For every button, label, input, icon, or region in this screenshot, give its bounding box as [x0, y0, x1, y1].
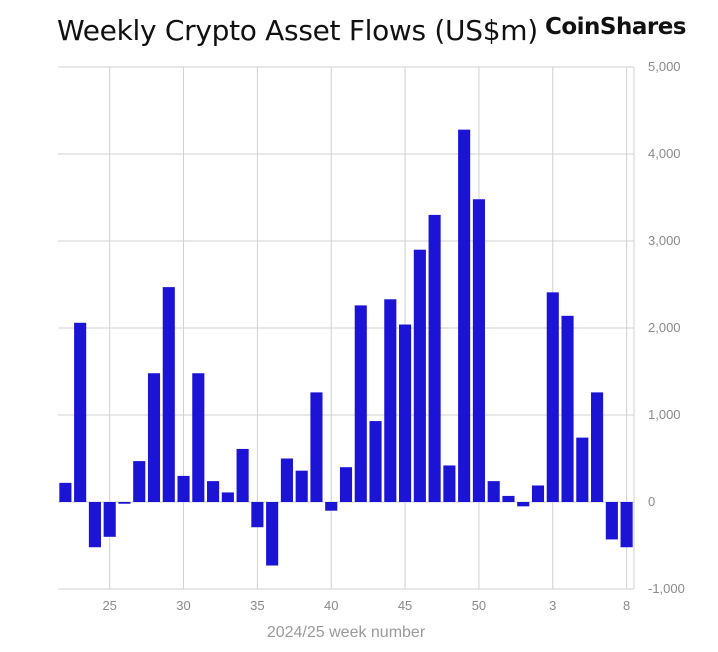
bar-week-41 [339, 467, 353, 502]
bar-week-25 [103, 502, 116, 537]
bar-week-50 [472, 199, 485, 503]
y-tick-label: 0 [648, 494, 655, 509]
brand-logo: CoinShares [544, 14, 687, 40]
bar-week-37 [280, 458, 293, 502]
chart-title: Weekly Crypto Asset Flows (US$m) [57, 14, 538, 47]
bar-week-40 [325, 502, 338, 511]
y-tick-label: 5,000 [648, 59, 681, 74]
bar-week-34 [236, 448, 249, 502]
bar-week-39 [310, 392, 323, 502]
bar-week-28 [147, 373, 161, 502]
bar-week-49 [458, 129, 471, 502]
bar-week-2 [531, 485, 545, 502]
bar-week-43 [369, 421, 382, 502]
bar-week-47 [428, 214, 441, 502]
x-tick-label: 45 [398, 598, 412, 613]
bar-week-7 [605, 502, 618, 540]
x-tick-label: 8 [623, 598, 630, 613]
bar-week-33 [221, 492, 234, 502]
bar-week-22 [59, 482, 72, 502]
bar-week-31 [192, 373, 205, 502]
bar-week-38 [295, 470, 308, 502]
bar-week-52 [502, 495, 515, 502]
x-axis: 25 30 35 40 45 50 3 8 [102, 598, 630, 613]
bar-week-3 [546, 292, 559, 502]
bar-week-27 [133, 461, 146, 502]
bar-week-5 [576, 437, 589, 502]
bar-week-24 [88, 502, 101, 548]
x-tick-label: 35 [250, 598, 264, 613]
y-axis: -1,000 0 1,000 2,000 3,000 4,000 5,000 [648, 59, 685, 596]
x-axis-label: 2024/25 week number [267, 624, 426, 641]
x-tick-label: 25 [102, 598, 116, 613]
bar-week-35 [251, 502, 264, 528]
bar-week-48 [443, 465, 456, 502]
y-tick-label: 2,000 [648, 320, 681, 335]
bar-week-32 [207, 481, 220, 502]
bar-week-6 [591, 392, 604, 502]
x-tick-label: 30 [176, 598, 190, 613]
bar-week-23 [74, 322, 87, 502]
bar-week-44 [384, 299, 397, 502]
bar-week-51 [487, 481, 500, 502]
y-tick-label: 1,000 [648, 407, 681, 422]
bar-week-8 [620, 502, 633, 548]
y-tick-label: 3,000 [648, 233, 681, 248]
bar-week-36 [266, 502, 279, 566]
bars [59, 129, 633, 566]
bar-week-42 [354, 305, 367, 502]
y-tick-label: 4,000 [648, 146, 681, 161]
x-tick-label: 40 [324, 598, 338, 613]
bar-week-46 [413, 249, 426, 502]
bar-week-26 [118, 502, 131, 504]
bar-week-29 [162, 287, 175, 502]
bar-week-4 [561, 315, 574, 502]
x-tick-label: 3 [549, 598, 556, 613]
bar-week-30 [177, 475, 190, 502]
bar-week-45 [399, 324, 412, 502]
y-tick-label: -1,000 [648, 581, 685, 596]
bar-week-1 [517, 502, 530, 507]
x-tick-label: 50 [472, 598, 486, 613]
